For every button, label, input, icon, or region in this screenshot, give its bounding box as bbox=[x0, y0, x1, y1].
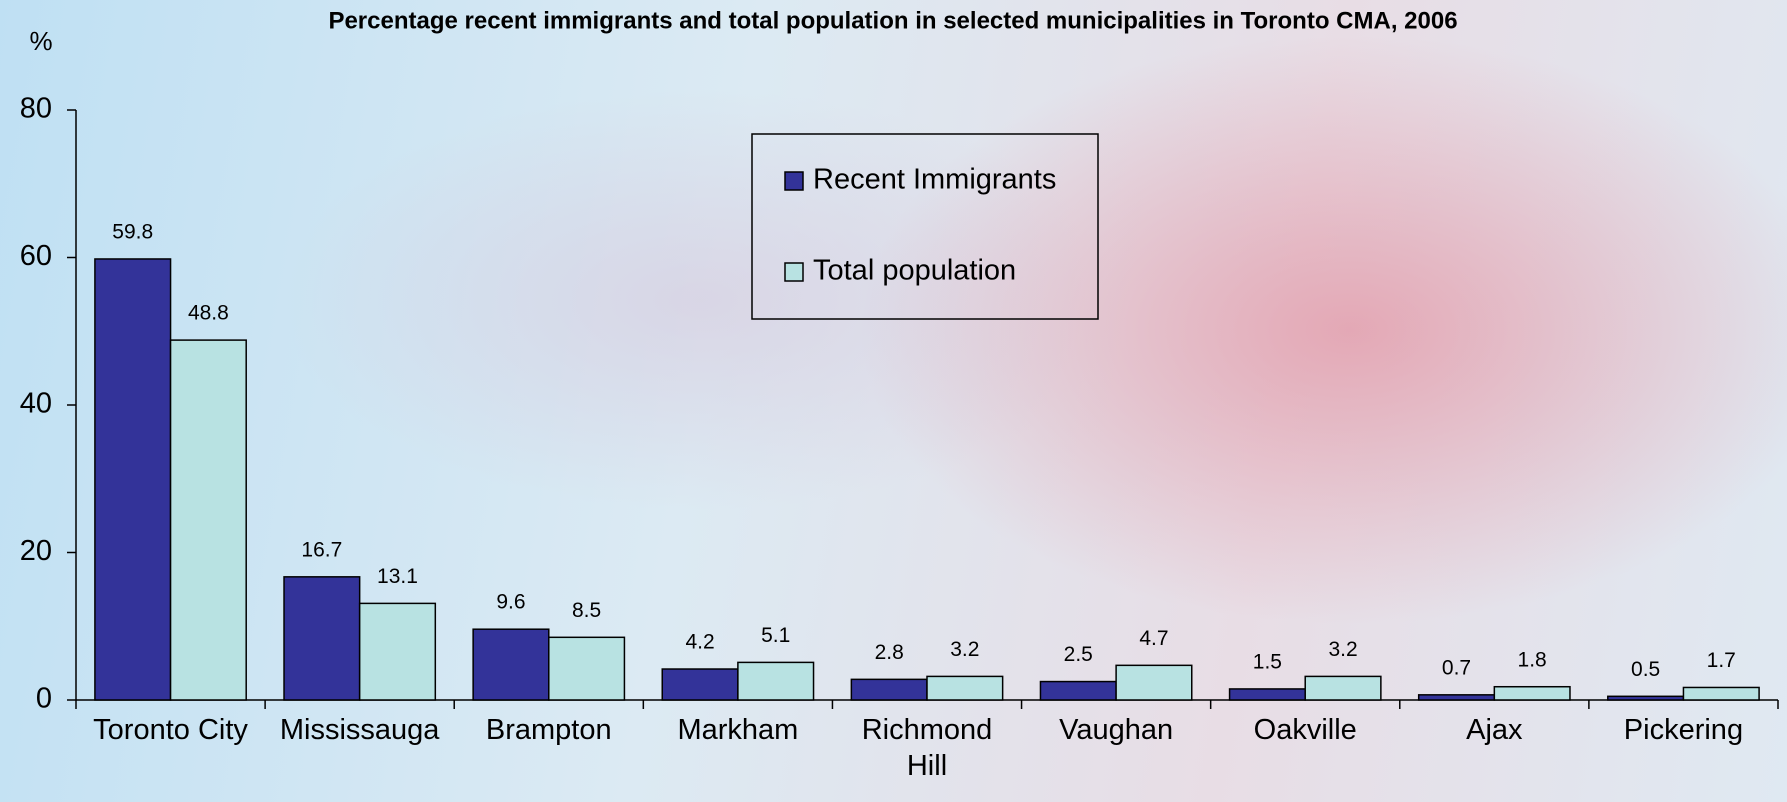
value-label: 59.8 bbox=[112, 221, 153, 244]
value-label: 1.8 bbox=[1518, 648, 1547, 671]
bar bbox=[472, 628, 550, 701]
x-tick-label: Mississauga bbox=[279, 714, 440, 746]
legend-swatch bbox=[784, 171, 804, 191]
value-label: 0.7 bbox=[1442, 656, 1471, 679]
legend-label: Total population bbox=[813, 255, 1016, 287]
bar bbox=[1304, 675, 1382, 701]
bar bbox=[1417, 694, 1496, 701]
x-tick-label: Pickering bbox=[1623, 714, 1744, 746]
y-tick-label: 60 bbox=[20, 240, 52, 272]
value-label: 2.5 bbox=[1064, 643, 1093, 666]
x-tick-label: Vaughan bbox=[1059, 714, 1174, 746]
y-tick-label: 40 bbox=[20, 388, 52, 420]
bar bbox=[850, 678, 928, 701]
value-label: 5.1 bbox=[761, 624, 790, 647]
bar bbox=[661, 668, 739, 701]
value-label: 13.1 bbox=[377, 565, 418, 588]
x-tick-label: Richmond Hill bbox=[861, 714, 993, 782]
bar bbox=[1493, 685, 1571, 701]
bar bbox=[926, 675, 1004, 701]
y-axis-label: % bbox=[29, 26, 52, 56]
bar bbox=[1228, 688, 1306, 701]
y-tick-label: 0 bbox=[36, 683, 52, 715]
x-tick-label: Brampton bbox=[485, 714, 612, 746]
value-label: 16.7 bbox=[301, 538, 342, 561]
value-label: 3.2 bbox=[950, 638, 979, 661]
chart-title: Percentage recent immigrants and total p… bbox=[328, 7, 1457, 34]
y-tick-label: 80 bbox=[20, 93, 52, 125]
value-label: 2.8 bbox=[875, 641, 904, 664]
bar bbox=[1607, 695, 1685, 701]
bar bbox=[358, 602, 437, 701]
legend-label: Recent Immigrants bbox=[813, 164, 1056, 196]
value-label: 48.8 bbox=[188, 302, 229, 325]
y-tick-label: 20 bbox=[20, 535, 52, 567]
value-label: 0.5 bbox=[1631, 658, 1660, 681]
bar bbox=[737, 661, 815, 701]
x-tick-label: Ajax bbox=[1466, 714, 1523, 746]
value-label: 4.7 bbox=[1139, 627, 1168, 650]
bar bbox=[1115, 664, 1193, 701]
value-label: 1.5 bbox=[1253, 650, 1282, 673]
bar bbox=[283, 576, 361, 701]
legend-box bbox=[751, 133, 1099, 320]
value-label: 8.5 bbox=[572, 599, 601, 622]
value-label: 9.6 bbox=[496, 591, 525, 614]
bar bbox=[94, 258, 172, 701]
value-label: 1.7 bbox=[1707, 649, 1736, 672]
legend-swatch bbox=[784, 262, 804, 282]
bar bbox=[1682, 686, 1760, 701]
x-tick-label: Oakville bbox=[1253, 714, 1357, 746]
bar bbox=[169, 339, 247, 701]
x-tick-label: Toronto City bbox=[93, 714, 248, 746]
x-tick-label: Markham bbox=[677, 714, 799, 746]
bar bbox=[548, 636, 626, 701]
bar bbox=[1039, 680, 1117, 701]
value-label: 3.2 bbox=[1328, 638, 1357, 661]
value-label: 4.2 bbox=[685, 631, 714, 654]
